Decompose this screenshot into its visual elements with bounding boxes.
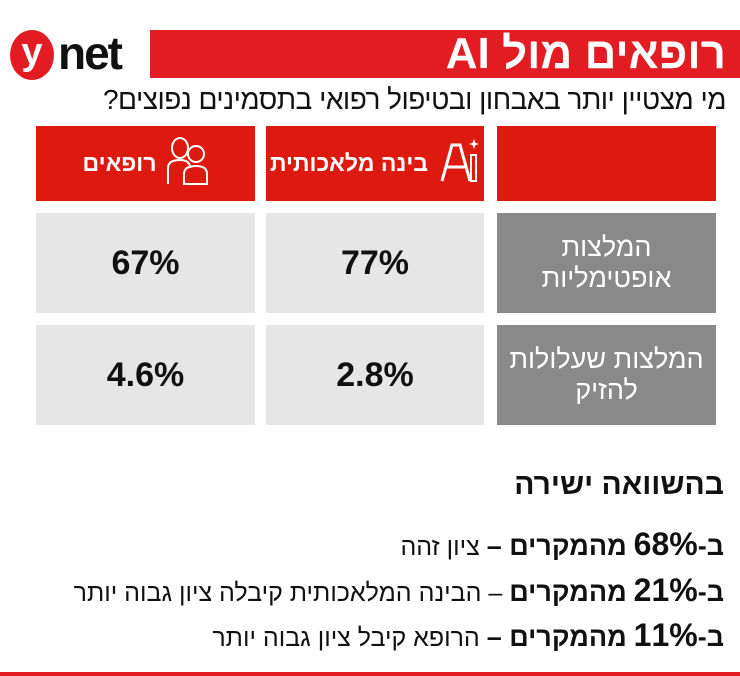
ai-sparkle-icon — [438, 137, 480, 191]
bold-text: מהמקרים – — [486, 622, 627, 652]
row-label-harmful: המלצות שעלולות להזיק — [497, 325, 716, 425]
bold-text: מהמקרים – — [486, 531, 627, 561]
item-text: ציון זהה — [400, 533, 480, 561]
ai-optimal-value: 77% — [266, 213, 484, 313]
comparison-item: ב-21% מהמקרים – הבינה המלאכותית קיבלה צי… — [74, 572, 724, 609]
header-ai: בינה מלאכותית — [266, 126, 484, 201]
item-text: הרופא קיבל ציון גבוה יותר — [212, 624, 480, 652]
header-ai-label: בינה מלאכותית — [270, 150, 428, 176]
header-doctors-label: רופאים — [82, 150, 157, 176]
percent: 21% — [633, 572, 698, 608]
bold-text: מהמקרים — [509, 577, 627, 607]
prefix: ב- — [697, 622, 724, 652]
doctors-optimal-value: 67% — [36, 213, 255, 313]
percent: 11% — [633, 617, 698, 653]
header-doctors: רופאים — [36, 126, 255, 201]
comparison-title: בהשוואה ישירה — [514, 468, 724, 501]
item-text: – הבינה המלאכותית קיבלה ציון גבוה יותר — [73, 579, 503, 607]
doctors-harmful-value: 4.6% — [36, 325, 255, 425]
logo-word: net — [58, 27, 123, 79]
comparison-item: ב-11% מהמקרים – הרופא קיבל ציון גבוה יות… — [212, 617, 724, 654]
title-bar — [150, 30, 740, 78]
header-empty-cell — [497, 126, 716, 201]
logo-letter: y — [21, 31, 43, 73]
subtitle: מי מצטיין יותר באבחון ובטיפול רפואי בתסמ… — [102, 84, 727, 115]
ai-harmful-value: 2.8% — [266, 325, 484, 425]
row-label-optimal: המלצות אופטימליות — [497, 213, 716, 313]
page-title: רופאים מול AI — [445, 29, 726, 78]
ynet-logo: y — [10, 30, 54, 80]
percent: 68% — [633, 526, 698, 562]
bottom-divider — [0, 672, 740, 676]
comparison-item: ב-68% מהמקרים – ציון זהה — [400, 526, 724, 563]
doctors-icon — [166, 136, 209, 192]
prefix: ב- — [697, 531, 724, 561]
prefix: ב- — [697, 577, 724, 607]
